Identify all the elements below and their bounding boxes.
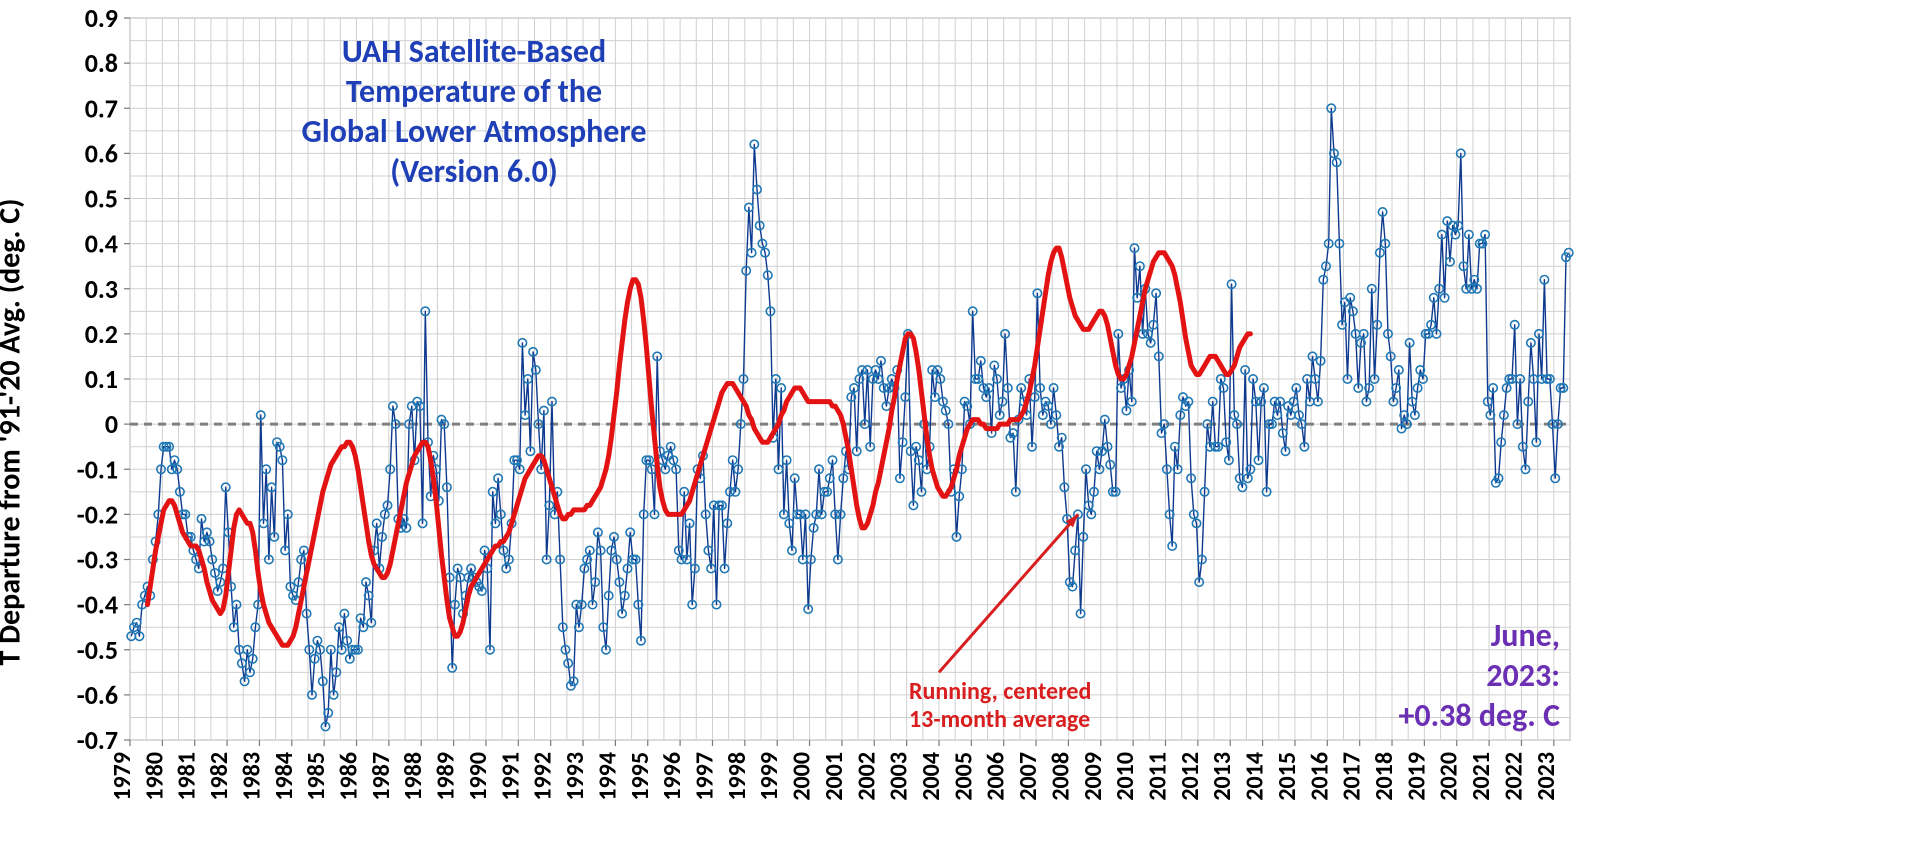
svg-text:2011: 2011: [1144, 752, 1173, 801]
svg-text:0.7: 0.7: [85, 92, 118, 124]
svg-text:2002: 2002: [852, 752, 881, 801]
svg-text:1993: 1993: [561, 752, 590, 801]
svg-text:2023: 2023: [1532, 752, 1561, 801]
svg-text:1991: 1991: [496, 752, 525, 801]
svg-text:0.2: 0.2: [85, 318, 118, 350]
svg-text:2012: 2012: [1176, 752, 1205, 801]
svg-text:2006: 2006: [982, 752, 1011, 801]
svg-text:2018: 2018: [1370, 752, 1399, 801]
svg-text:1996: 1996: [658, 752, 687, 801]
svg-text:0.6: 0.6: [85, 137, 118, 169]
svg-text:2008: 2008: [1046, 752, 1075, 801]
svg-text:2001: 2001: [820, 752, 849, 801]
svg-text:2004: 2004: [917, 752, 946, 801]
svg-text:-0.6: -0.6: [77, 679, 118, 711]
svg-text:2019: 2019: [1402, 752, 1431, 801]
svg-text:2015: 2015: [1273, 752, 1302, 801]
svg-text:1982: 1982: [205, 752, 234, 801]
svg-text:-0.7: -0.7: [77, 724, 118, 756]
running-average-label: Running, centered13-month average: [909, 678, 1091, 733]
svg-text:2003: 2003: [885, 752, 914, 801]
svg-text:1985: 1985: [302, 752, 331, 801]
svg-text:2017: 2017: [1338, 752, 1367, 801]
svg-text:1986: 1986: [335, 752, 364, 801]
temperature-anomaly-chart: T Departure from '91-'20 Avg. (deg. C) -…: [0, 0, 1920, 864]
svg-text:1987: 1987: [367, 752, 396, 801]
svg-text:2007: 2007: [1014, 752, 1043, 801]
svg-text:0.8: 0.8: [85, 47, 118, 79]
y-axis-label: T Departure from '91-'20 Avg. (deg. C): [0, 198, 29, 665]
chart-title: UAH Satellite-BasedTemperature of theGlo…: [264, 32, 684, 192]
svg-text:1981: 1981: [173, 752, 202, 801]
svg-text:1990: 1990: [464, 752, 493, 801]
svg-text:1980: 1980: [140, 752, 169, 801]
svg-text:2010: 2010: [1111, 752, 1140, 801]
svg-text:2009: 2009: [1079, 752, 1108, 801]
svg-text:-0.4: -0.4: [77, 589, 118, 621]
svg-text:2016: 2016: [1305, 752, 1334, 801]
svg-text:1997: 1997: [690, 752, 719, 801]
svg-text:1999: 1999: [755, 752, 784, 801]
svg-text:2021: 2021: [1467, 752, 1496, 801]
svg-text:1989: 1989: [432, 752, 461, 801]
latest-value-callout: June,2023:+0.38 deg. C: [1398, 616, 1560, 736]
svg-text:-0.2: -0.2: [77, 498, 118, 530]
svg-text:0.4: 0.4: [85, 228, 118, 260]
svg-text:2022: 2022: [1499, 752, 1528, 801]
svg-text:2020: 2020: [1435, 752, 1464, 801]
svg-text:0: 0: [105, 408, 118, 440]
svg-text:1992: 1992: [529, 752, 558, 801]
svg-text:0.1: 0.1: [85, 363, 118, 395]
svg-text:1995: 1995: [626, 752, 655, 801]
svg-text:-0.5: -0.5: [77, 634, 118, 666]
svg-text:0.9: 0.9: [85, 2, 118, 34]
svg-text:0.5: 0.5: [85, 183, 118, 215]
svg-text:-0.1: -0.1: [77, 453, 118, 485]
svg-text:1994: 1994: [593, 752, 622, 801]
svg-text:1983: 1983: [237, 752, 266, 801]
svg-text:-0.3: -0.3: [77, 544, 118, 576]
svg-text:1988: 1988: [399, 752, 428, 801]
svg-text:2013: 2013: [1208, 752, 1237, 801]
svg-text:1984: 1984: [270, 752, 299, 801]
svg-text:2005: 2005: [949, 752, 978, 801]
svg-text:2014: 2014: [1241, 752, 1270, 801]
svg-text:0.3: 0.3: [85, 273, 118, 305]
svg-text:1998: 1998: [723, 752, 752, 801]
svg-text:2000: 2000: [788, 752, 817, 801]
svg-text:1979: 1979: [108, 752, 137, 801]
